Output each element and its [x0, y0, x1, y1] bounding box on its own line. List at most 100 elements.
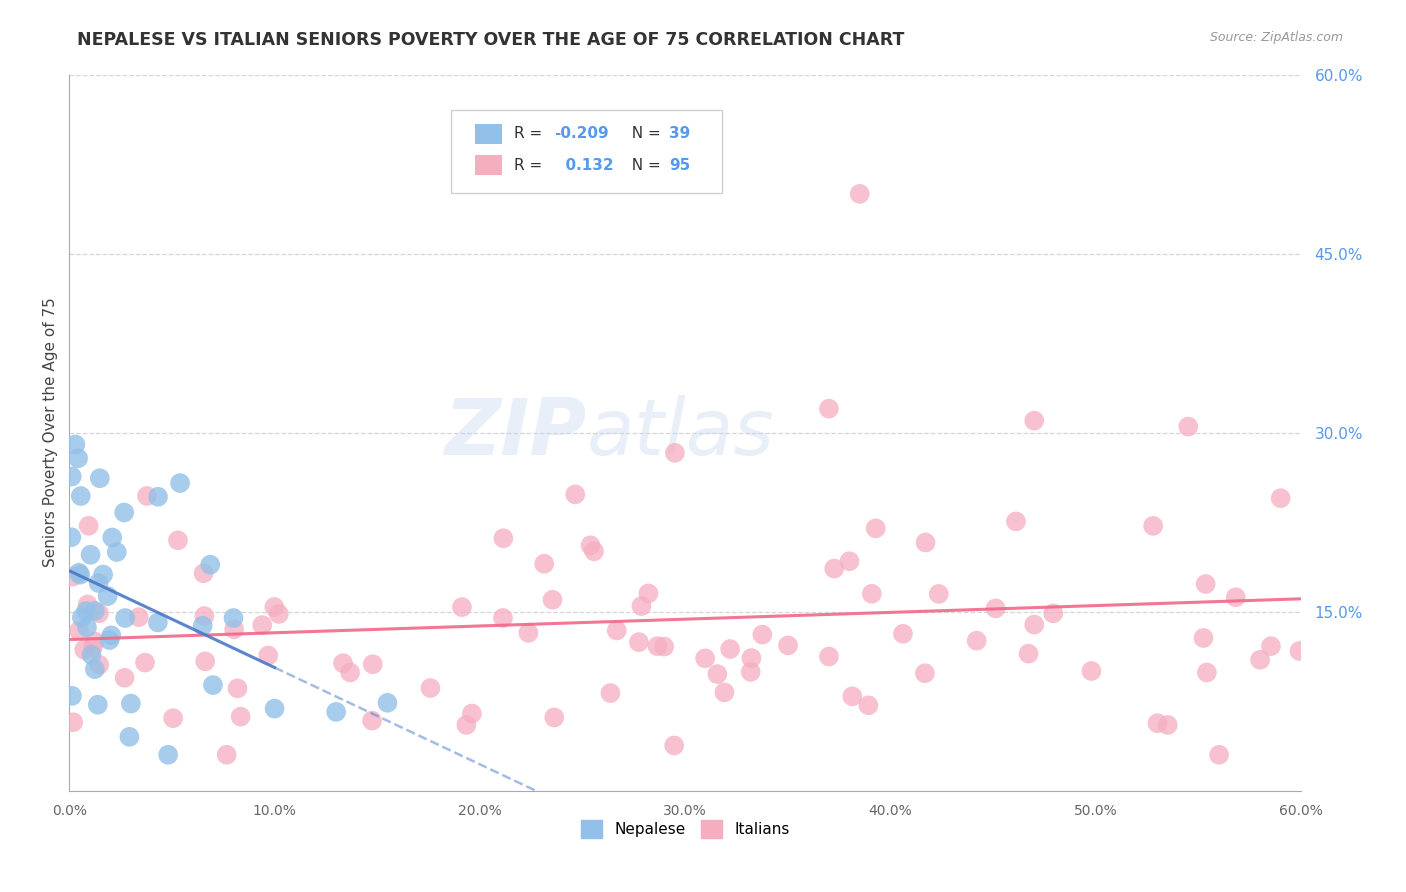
Point	[114, 611, 136, 625]
Point	[1080, 664, 1102, 678]
Point	[87, 576, 110, 591]
Text: N =: N =	[623, 127, 666, 142]
Point	[492, 531, 515, 545]
Point	[224, 623, 246, 637]
Point	[65, 437, 87, 451]
Point	[848, 186, 870, 201]
Point	[1260, 639, 1282, 653]
Text: NEPALESE VS ITALIAN SENIORS POVERTY OVER THE AGE OF 75 CORRELATION CHART: NEPALESE VS ITALIAN SENIORS POVERTY OVER…	[77, 31, 904, 49]
Point	[1208, 747, 1230, 762]
Point	[1024, 617, 1046, 632]
Point	[533, 557, 555, 571]
Point	[193, 609, 215, 624]
Point	[984, 601, 1007, 615]
Text: atlas: atlas	[586, 394, 775, 471]
Point	[1157, 718, 1180, 732]
Point	[114, 671, 136, 685]
Point	[87, 606, 110, 620]
Point	[105, 545, 128, 559]
Point	[83, 634, 105, 648]
Point	[69, 489, 91, 503]
Point	[91, 567, 114, 582]
Point	[77, 518, 100, 533]
Point	[914, 666, 936, 681]
Point	[1142, 519, 1164, 533]
Text: N =: N =	[623, 158, 666, 173]
Point	[664, 446, 686, 460]
Point	[191, 618, 214, 632]
Point	[713, 685, 735, 699]
Point	[257, 648, 280, 663]
Point	[1024, 414, 1046, 428]
Point	[1005, 515, 1028, 529]
Point	[80, 648, 103, 662]
Point	[60, 469, 83, 483]
Point	[263, 599, 285, 614]
Point	[419, 681, 441, 695]
FancyBboxPatch shape	[451, 111, 723, 193]
Point	[966, 633, 988, 648]
FancyBboxPatch shape	[475, 124, 502, 144]
Point	[112, 505, 135, 519]
Point	[1177, 419, 1199, 434]
Point	[167, 533, 190, 548]
Point	[82, 640, 104, 654]
Point	[252, 618, 274, 632]
Point	[647, 639, 669, 653]
Point	[541, 592, 564, 607]
FancyBboxPatch shape	[475, 155, 502, 176]
Point	[1288, 644, 1310, 658]
Point	[751, 627, 773, 641]
Point	[377, 696, 399, 710]
Point	[564, 487, 586, 501]
Point	[1249, 653, 1271, 667]
Point	[60, 689, 83, 703]
Point	[776, 638, 799, 652]
Point	[630, 599, 652, 613]
Point	[740, 665, 762, 679]
Point	[87, 698, 110, 712]
Point	[841, 690, 863, 704]
Point	[67, 566, 90, 580]
Point	[652, 640, 675, 654]
Legend: Nepalese, Italians: Nepalese, Italians	[575, 814, 796, 844]
Point	[70, 610, 93, 624]
Point	[128, 610, 150, 624]
Point	[267, 607, 290, 621]
Point	[1225, 591, 1247, 605]
Point	[76, 620, 98, 634]
Point	[193, 566, 215, 581]
Point	[67, 451, 90, 466]
Point	[146, 615, 169, 630]
Point	[69, 567, 91, 582]
Point	[226, 681, 249, 696]
Point	[456, 718, 478, 732]
Text: R =: R =	[515, 127, 547, 142]
Point	[823, 561, 845, 575]
Text: ZIP: ZIP	[444, 394, 586, 471]
Point	[740, 651, 762, 665]
Point	[101, 531, 124, 545]
Point	[263, 701, 285, 715]
Point	[76, 598, 98, 612]
Point	[62, 569, 84, 583]
Point	[361, 657, 384, 672]
Point	[1270, 491, 1292, 506]
Point	[134, 656, 156, 670]
Point	[97, 589, 120, 603]
Point	[157, 747, 180, 762]
Point	[637, 586, 659, 600]
Point	[599, 686, 621, 700]
Point	[818, 401, 841, 416]
Point	[62, 715, 84, 730]
Point	[89, 657, 111, 672]
Point	[1146, 716, 1168, 731]
Point	[194, 654, 217, 668]
Point	[627, 635, 650, 649]
Point	[84, 604, 107, 618]
Point	[451, 600, 474, 615]
Point	[928, 587, 950, 601]
Point	[60, 530, 83, 544]
Point	[135, 489, 157, 503]
Point	[662, 739, 685, 753]
